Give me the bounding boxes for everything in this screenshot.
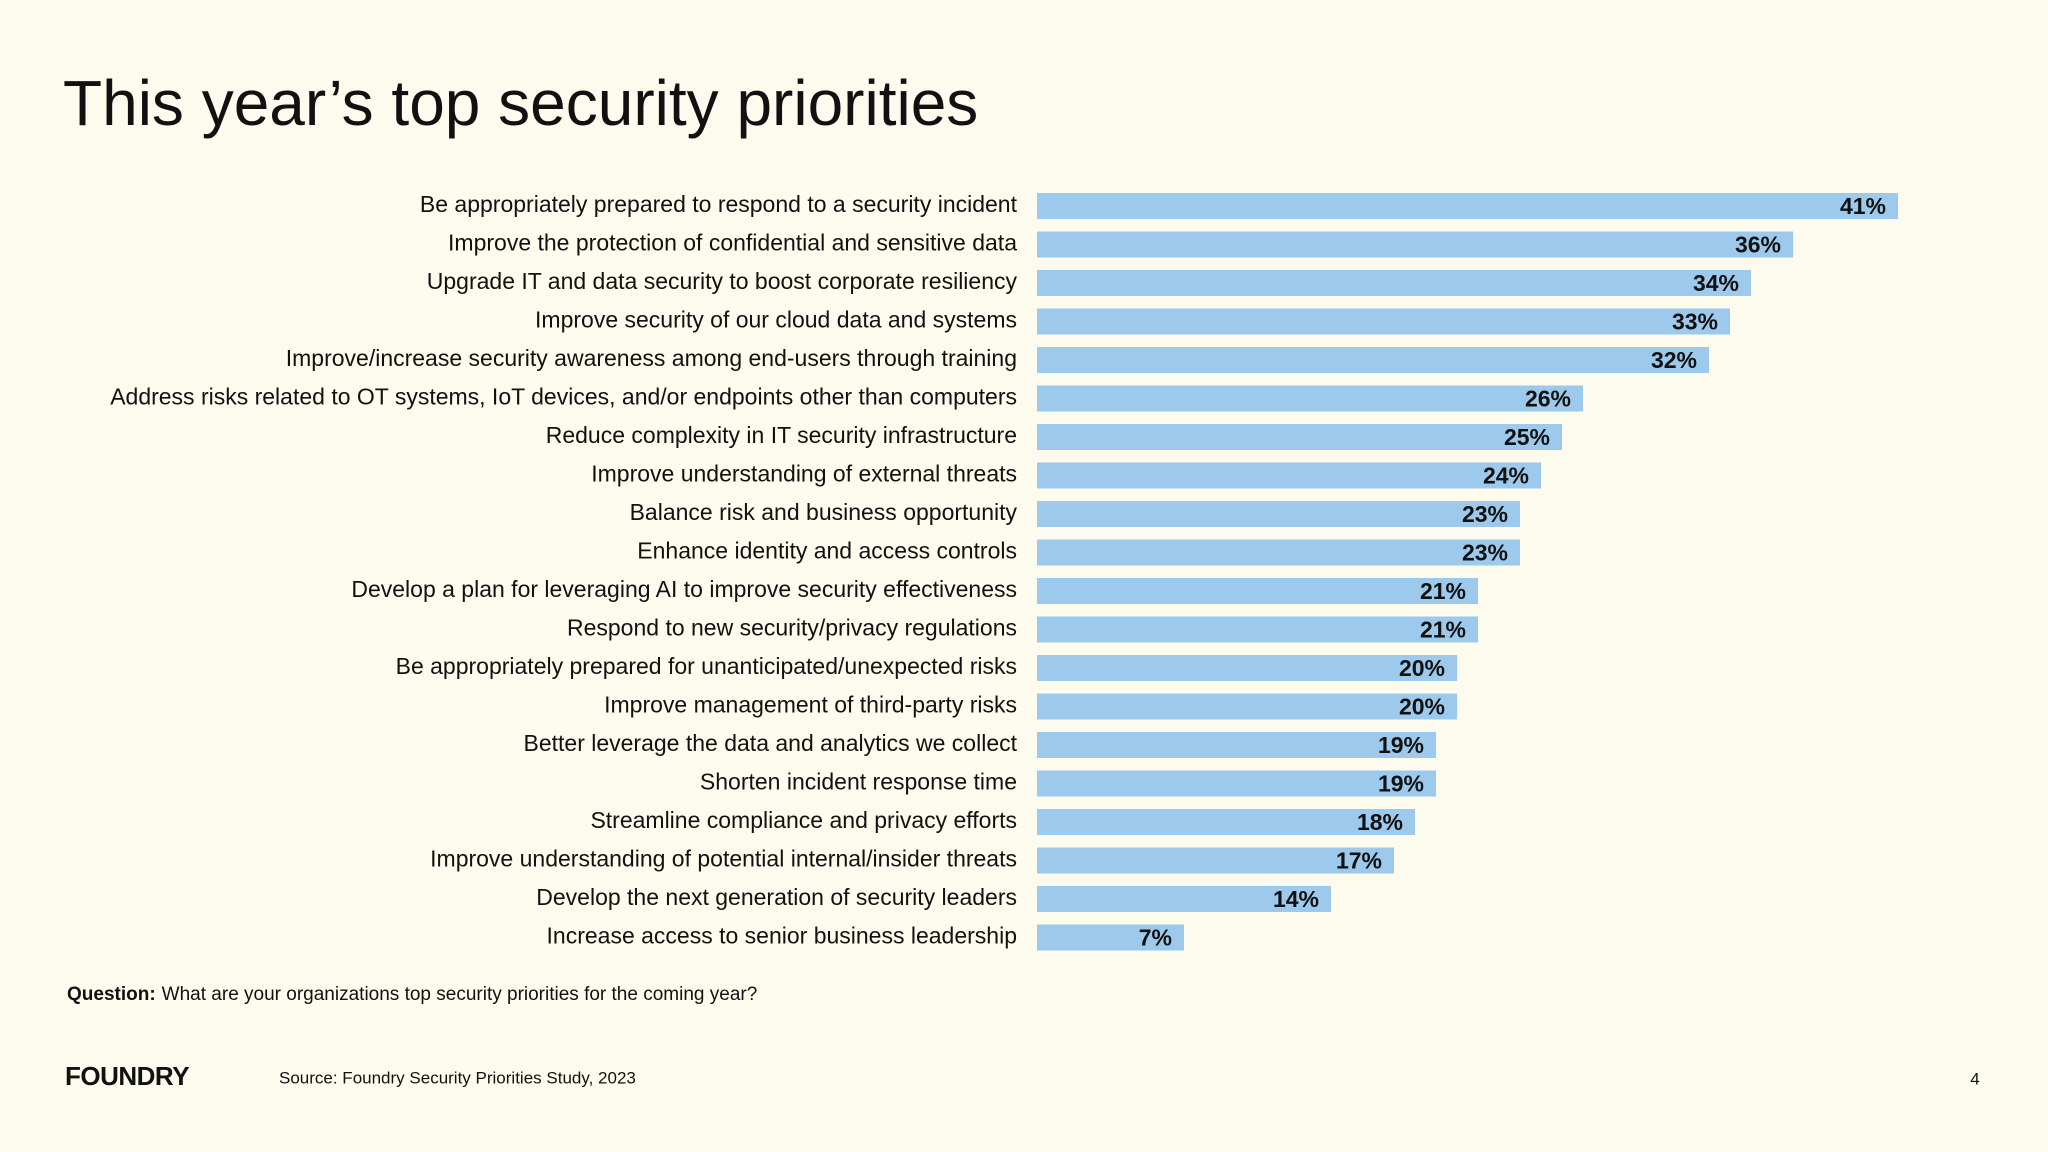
value-label: 34% [1693, 270, 1739, 296]
category-label: Enhance identity and access controls [637, 538, 1017, 564]
category-label: Improve security of our cloud data and s… [535, 307, 1017, 333]
bar [1037, 847, 1394, 874]
bar [1037, 578, 1478, 604]
category-label: Increase access to senior business leade… [547, 923, 1017, 949]
value-label: 26% [1525, 386, 1571, 412]
bar [1037, 655, 1457, 681]
page-number: 4 [1970, 1069, 1979, 1088]
bar [1037, 809, 1415, 835]
bar [1037, 308, 1730, 335]
value-label: 23% [1462, 501, 1508, 527]
category-label: Improve the protection of confidential a… [448, 230, 1017, 256]
value-label: 24% [1483, 463, 1529, 489]
value-label: 7% [1139, 925, 1172, 951]
category-label: Better leverage the data and analytics w… [523, 730, 1017, 756]
bar [1037, 886, 1331, 912]
value-label: 17% [1336, 848, 1382, 874]
value-label: 25% [1504, 424, 1550, 450]
bar [1037, 693, 1457, 720]
value-label: 32% [1651, 347, 1697, 373]
bar [1037, 616, 1478, 643]
category-label: Streamline compliance and privacy effort… [590, 807, 1017, 833]
category-label: Be appropriately prepared for unanticipa… [396, 653, 1017, 679]
question: Question: What are your organizations top… [67, 984, 757, 1005]
value-label: 21% [1420, 578, 1466, 604]
bar [1037, 424, 1562, 450]
category-label: Respond to new security/privacy regulati… [567, 615, 1017, 641]
category-label: Shorten incident response time [700, 769, 1017, 795]
value-label: 20% [1399, 655, 1445, 681]
category-label: Develop the next generation of security … [536, 884, 1017, 910]
bar [1037, 347, 1709, 373]
bar [1037, 193, 1898, 219]
value-label: 36% [1735, 232, 1781, 258]
value-label: 21% [1420, 617, 1466, 643]
bar [1037, 539, 1520, 566]
category-label: Develop a plan for leveraging AI to impr… [351, 576, 1017, 602]
bar [1037, 462, 1541, 489]
category-label: Be appropriately prepared to respond to … [420, 191, 1018, 217]
value-label: 41% [1840, 193, 1886, 219]
bar [1037, 385, 1583, 412]
question-label: Question: [67, 984, 156, 1005]
source: Source: Foundry Security Priorities Stud… [279, 1068, 636, 1087]
category-label: Improve understanding of external threat… [591, 461, 1017, 487]
value-label: 14% [1273, 886, 1319, 912]
bar [1037, 770, 1436, 797]
chart-title: This year’s top security priorities [63, 67, 978, 139]
category-label: Address risks related to OT systems, IoT… [110, 384, 1017, 410]
bar [1037, 270, 1751, 296]
category-label: Improve/increase security awareness amon… [286, 345, 1017, 371]
bar [1037, 732, 1436, 758]
category-label: Reduce complexity in IT security infrast… [546, 422, 1017, 448]
category-label: Upgrade IT and data security to boost co… [427, 268, 1018, 294]
bar [1037, 924, 1184, 951]
logo: FOUNDRY [65, 1061, 189, 1091]
category-label: Improve understanding of potential inter… [430, 846, 1017, 872]
value-label: 19% [1378, 771, 1424, 797]
bar [1037, 501, 1520, 527]
value-label: 18% [1357, 809, 1403, 835]
value-label: 19% [1378, 732, 1424, 758]
value-label: 20% [1399, 694, 1445, 720]
category-label: Balance risk and business opportunity [630, 499, 1018, 525]
value-label: 23% [1462, 540, 1508, 566]
bar [1037, 231, 1793, 258]
category-label: Improve management of third-party risks [604, 692, 1017, 718]
value-label: 33% [1672, 309, 1718, 335]
question-text: What are your organizations top security… [162, 984, 758, 1005]
